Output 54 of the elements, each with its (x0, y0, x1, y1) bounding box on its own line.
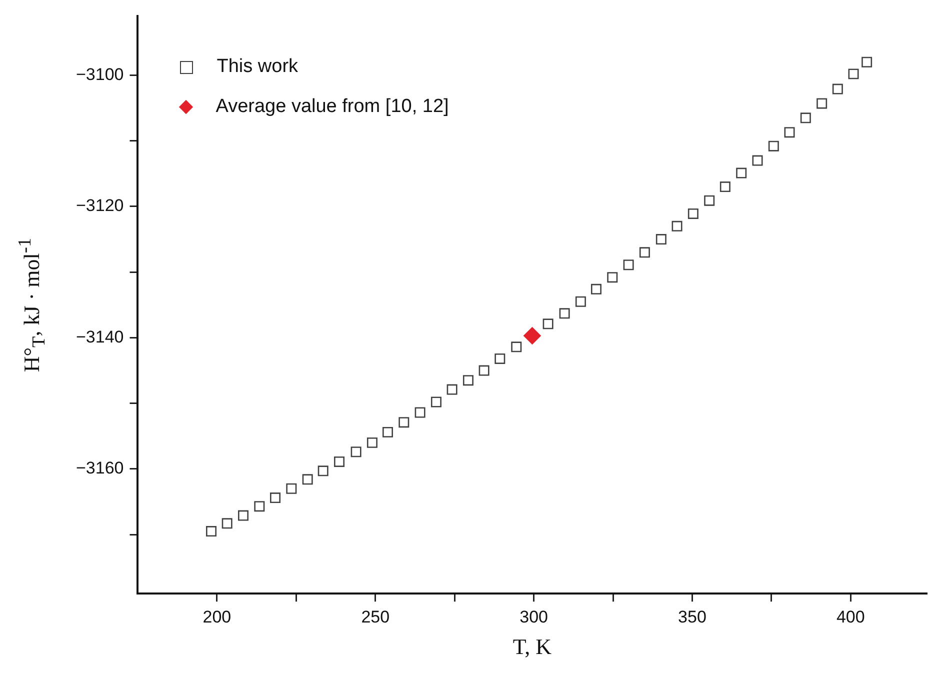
point (494, 353, 506, 364)
y-tick-label: −3100 (76, 64, 124, 84)
y-tick-label: −3120 (76, 196, 124, 216)
point (590, 284, 602, 294)
point (656, 234, 666, 245)
y-tick-label: −3140 (76, 327, 124, 346)
y-tick-label: −3160 (76, 458, 124, 478)
point (398, 417, 410, 428)
point (222, 518, 232, 529)
x-tick-label: 350 (678, 607, 706, 626)
point (672, 220, 682, 232)
point (350, 446, 362, 458)
legend-label: Average value from [10, 12] (216, 96, 449, 118)
point (462, 375, 474, 386)
point (302, 474, 313, 485)
point (639, 247, 650, 258)
x-tick-label: 250 (361, 607, 390, 626)
point (366, 437, 378, 448)
point (446, 384, 458, 395)
x-axis-title: T, K (512, 634, 553, 660)
point (542, 318, 554, 330)
point (511, 342, 522, 352)
point (784, 127, 795, 138)
point (736, 168, 747, 178)
point (238, 510, 249, 521)
point (559, 308, 570, 319)
x-tick-label: 200 (202, 607, 232, 626)
point (752, 155, 763, 166)
point (862, 56, 872, 68)
point (848, 68, 859, 80)
point (623, 260, 634, 270)
point (334, 456, 345, 467)
x-tick-label: 300 (520, 607, 548, 626)
point (286, 483, 297, 494)
point (414, 407, 426, 418)
point (704, 195, 715, 206)
point (478, 365, 490, 376)
point (720, 182, 730, 192)
point (430, 396, 442, 408)
point (382, 426, 393, 438)
legend-label: This work (216, 56, 298, 78)
point (270, 492, 281, 504)
point (768, 140, 779, 152)
point (206, 526, 216, 537)
point (575, 296, 586, 307)
point (318, 466, 328, 476)
x-tick-label: 400 (836, 607, 865, 626)
point (254, 501, 265, 512)
point (800, 112, 811, 124)
point (607, 272, 618, 283)
point (524, 327, 541, 344)
point (688, 208, 698, 219)
point (816, 98, 828, 109)
point (832, 84, 843, 94)
